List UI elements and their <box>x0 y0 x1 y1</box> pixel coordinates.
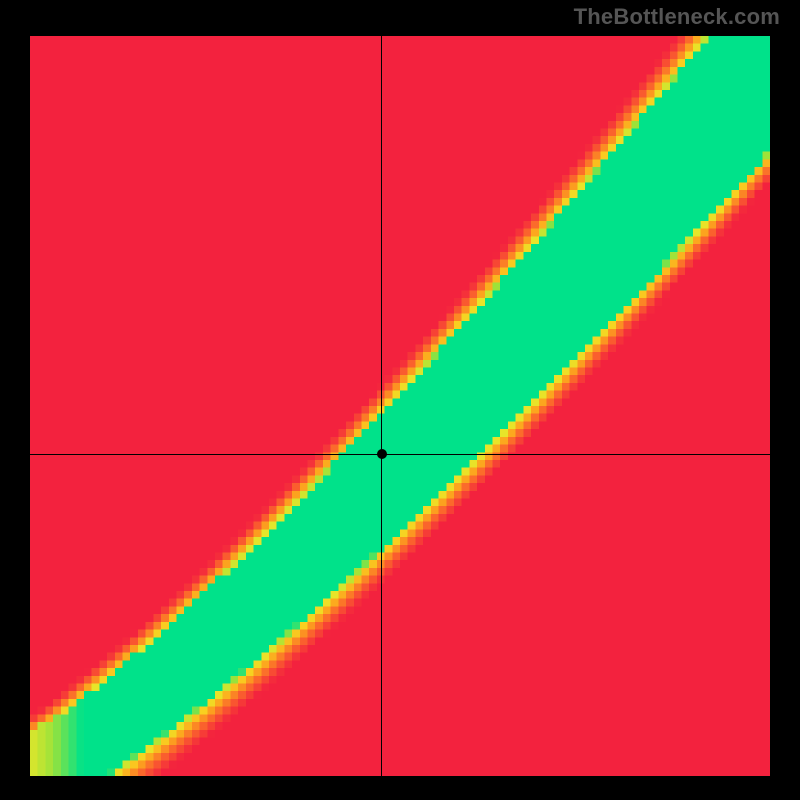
bottleneck-heatmap-canvas <box>30 36 770 776</box>
attribution-text: TheBottleneck.com <box>574 4 780 30</box>
plot-area <box>30 36 770 776</box>
crosshair-vertical <box>381 36 382 776</box>
crosshair-marker <box>377 449 387 459</box>
crosshair-horizontal <box>30 454 770 455</box>
bottleneck-heatmap-figure: { "attribution": { "text": "TheBottlenec… <box>0 0 800 800</box>
